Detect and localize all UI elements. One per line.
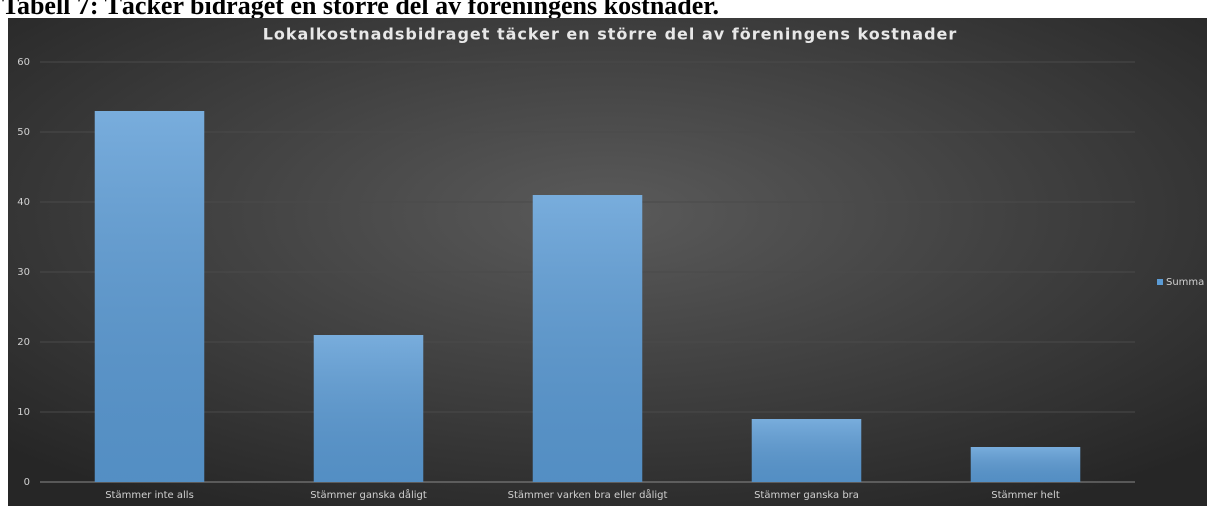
y-tick-label: 60 [17, 57, 30, 68]
y-tick-label: 30 [17, 267, 30, 278]
legend-swatch [1157, 279, 1163, 285]
x-tick-label: Stämmer helt [991, 490, 1060, 501]
y-tick-label: 0 [24, 477, 30, 488]
bar-shade [94, 111, 205, 482]
x-tick-label: Stämmer ganska bra [754, 490, 859, 501]
y-tick-label: 20 [17, 337, 30, 348]
legend-label: Summa [1166, 277, 1204, 288]
chart-title: Lokalkostnadsbidraget täcker en större d… [263, 25, 958, 44]
bar-shade [313, 335, 424, 482]
bar-shade [532, 195, 643, 482]
bar-shade [970, 447, 1081, 482]
y-tick-label: 10 [17, 407, 30, 418]
chart: Lokalkostnadsbidraget täcker en större d… [263, 25, 958, 44]
x-tick-label: Stämmer ganska dåligt [310, 488, 427, 501]
y-tick-label: 50 [17, 127, 30, 138]
x-tick-label: Stämmer varken bra eller dåligt [508, 488, 668, 501]
y-tick-label: 40 [17, 197, 30, 208]
x-tick-label: Stämmer inte alls [105, 490, 194, 501]
caption: Tabell 7: Täcker bidraget en större del … [2, 0, 719, 20]
bar-shade [751, 419, 862, 482]
